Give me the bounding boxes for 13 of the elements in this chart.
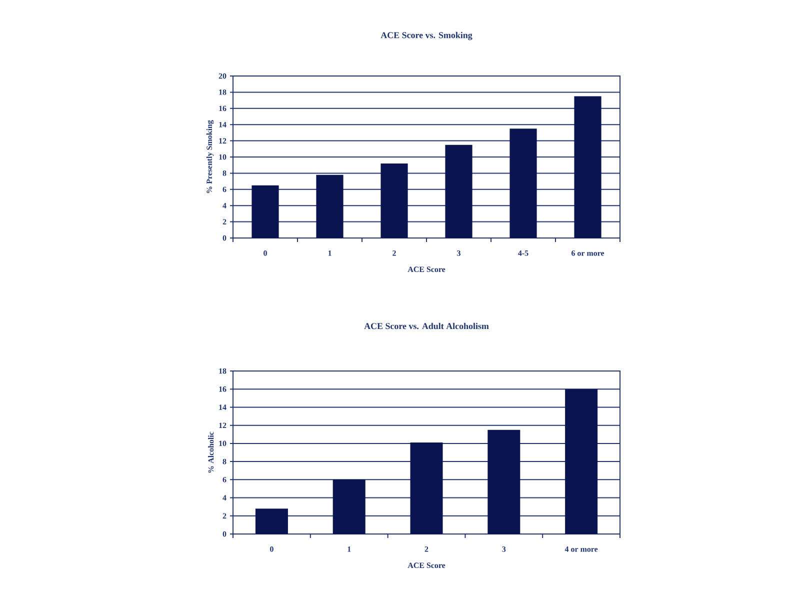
bar (488, 430, 520, 534)
bar (380, 163, 408, 238)
bar (410, 442, 443, 534)
bar (565, 389, 598, 534)
bar (445, 144, 472, 238)
bar (252, 185, 279, 238)
bar (255, 508, 288, 534)
bar (316, 174, 344, 238)
bar (332, 480, 366, 534)
chart-title: ACE Score vs. Smoking (380, 32, 472, 40)
bar (510, 128, 537, 238)
bar (574, 96, 602, 238)
chart-title: ACE Score vs. Adult Alcoholism (364, 322, 489, 330)
